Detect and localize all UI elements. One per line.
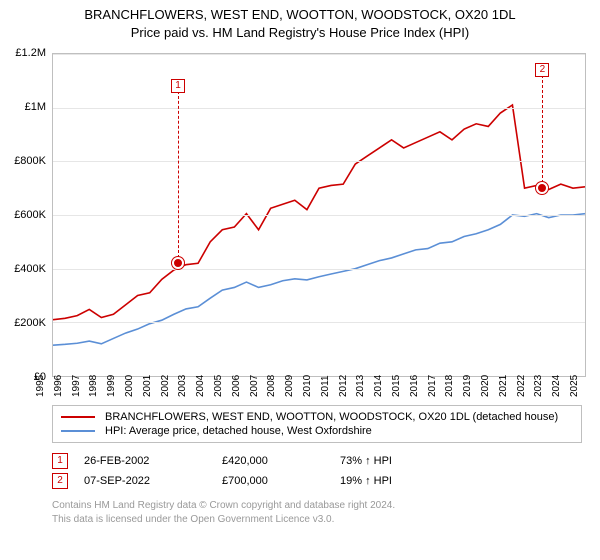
x-tick-label: 2009 xyxy=(284,375,295,397)
x-tick-label: 2004 xyxy=(195,375,206,397)
legend-swatch xyxy=(61,416,95,418)
y-tick-label: £400K xyxy=(14,263,46,275)
sale-date: 26-FEB-2002 xyxy=(84,455,214,467)
gridline xyxy=(53,322,585,323)
footer-line-2: This data is licensed under the Open Gov… xyxy=(52,513,590,527)
x-tick-label: 2016 xyxy=(409,375,420,397)
page-title: BRANCHFLOWERS, WEST END, WOOTTON, WOODST… xyxy=(10,6,590,41)
plot-area: 12 xyxy=(52,53,586,377)
x-tick-label: 2020 xyxy=(480,375,491,397)
y-tick-label: £1.2M xyxy=(15,47,46,59)
y-tick-label: £800K xyxy=(14,155,46,167)
x-tick-label: 2015 xyxy=(391,375,402,397)
x-tick-label: 2000 xyxy=(124,375,135,397)
sale-price: £420,000 xyxy=(222,455,332,467)
gridline xyxy=(53,215,585,216)
footer-line-1: Contains HM Land Registry data © Crown c… xyxy=(52,499,590,513)
sale-delta: 19% ↑ HPI xyxy=(340,475,470,487)
x-tick-label: 1999 xyxy=(106,375,117,397)
x-tick-label: 1998 xyxy=(88,375,99,397)
marker-dot xyxy=(172,257,184,269)
sale-date: 07-SEP-2022 xyxy=(84,475,214,487)
x-tick-label: 2024 xyxy=(551,375,562,397)
x-tick-label: 2006 xyxy=(231,375,242,397)
sales-table: 1 26-FEB-2002 £420,000 73% ↑ HPI 2 07-SEP-202… xyxy=(52,451,582,491)
marker-guide xyxy=(542,70,543,188)
sale-delta: 73% ↑ HPI xyxy=(340,455,470,467)
sale-row: 2 07-SEP-2022 £700,000 19% ↑ HPI xyxy=(52,471,582,491)
y-tick-label: £200K xyxy=(14,317,46,329)
gridline xyxy=(53,269,585,270)
legend-label: HPI: Average price, detached house, West… xyxy=(105,425,372,437)
legend-row: BRANCHFLOWERS, WEST END, WOOTTON, WOODST… xyxy=(61,410,573,424)
legend: BRANCHFLOWERS, WEST END, WOOTTON, WOODST… xyxy=(52,405,582,443)
y-tick-label: £600K xyxy=(14,209,46,221)
x-tick-label: 2008 xyxy=(266,375,277,397)
x-tick-label: 2007 xyxy=(248,375,259,397)
x-tick-label: 2019 xyxy=(462,375,473,397)
marker-guide xyxy=(178,86,179,263)
gridline xyxy=(53,108,585,109)
sale-marker-box: 1 xyxy=(52,453,68,469)
x-tick-label: 2005 xyxy=(213,375,224,397)
x-tick-label: 2013 xyxy=(355,375,366,397)
title-line-2: Price paid vs. HM Land Registry's House … xyxy=(10,24,590,42)
marker-box: 1 xyxy=(171,79,185,93)
series-line xyxy=(53,105,585,320)
x-tick-label: 2002 xyxy=(159,375,170,397)
x-tick-label: 2017 xyxy=(426,375,437,397)
x-tick-label: 2014 xyxy=(373,375,384,397)
legend-row: HPI: Average price, detached house, West… xyxy=(61,424,573,438)
sale-marker-box: 2 xyxy=(52,473,68,489)
x-tick-label: 1996 xyxy=(53,375,64,397)
x-tick-label: 2018 xyxy=(444,375,455,397)
x-tick-label: 2010 xyxy=(302,375,313,397)
legend-label: BRANCHFLOWERS, WEST END, WOOTTON, WOODST… xyxy=(105,411,558,423)
y-tick-label: £1M xyxy=(25,101,46,113)
line-chart: £0£200K£400K£600K£800K£1M£1.2M 12 199519… xyxy=(10,49,590,397)
x-tick-label: 2023 xyxy=(533,375,544,397)
title-line-1: BRANCHFLOWERS, WEST END, WOOTTON, WOODST… xyxy=(10,6,590,24)
x-axis-labels: 1995199619971998199920002001200220032004… xyxy=(52,379,586,397)
x-tick-label: 2011 xyxy=(320,376,331,398)
x-tick-label: 2001 xyxy=(142,375,153,397)
marker-dot xyxy=(536,182,548,194)
legend-swatch xyxy=(61,430,95,432)
x-tick-label: 2021 xyxy=(498,375,509,397)
series-line xyxy=(53,214,585,346)
sale-row: 1 26-FEB-2002 £420,000 73% ↑ HPI xyxy=(52,451,582,471)
gridline xyxy=(53,161,585,162)
x-tick-label: 2012 xyxy=(337,375,348,397)
x-tick-label: 1997 xyxy=(70,375,81,397)
x-tick-label: 2025 xyxy=(569,375,580,397)
marker-box: 2 xyxy=(535,63,549,77)
footer: Contains HM Land Registry data © Crown c… xyxy=(52,499,590,526)
sale-price: £700,000 xyxy=(222,475,332,487)
y-axis-labels: £0£200K£400K£600K£800K£1M£1.2M xyxy=(10,49,50,397)
x-tick-label: 2022 xyxy=(515,375,526,397)
gridline xyxy=(53,54,585,55)
x-tick-label: 1995 xyxy=(35,375,46,397)
x-tick-label: 2003 xyxy=(177,375,188,397)
